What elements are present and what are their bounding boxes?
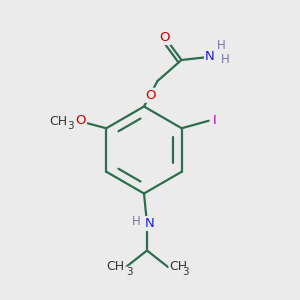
Text: 3: 3	[67, 121, 74, 130]
Text: I: I	[213, 114, 217, 127]
Text: H: H	[217, 39, 226, 52]
Text: 3: 3	[182, 267, 189, 278]
Text: CH: CH	[106, 260, 124, 274]
Text: 3: 3	[126, 267, 133, 278]
Text: CH: CH	[49, 115, 67, 128]
Text: N: N	[205, 50, 215, 64]
Text: H: H	[132, 214, 141, 228]
Text: O: O	[76, 114, 86, 127]
Text: H: H	[220, 53, 230, 66]
Text: N: N	[145, 217, 155, 230]
Text: O: O	[160, 31, 170, 44]
Text: O: O	[146, 89, 156, 102]
Text: CH: CH	[169, 260, 188, 274]
